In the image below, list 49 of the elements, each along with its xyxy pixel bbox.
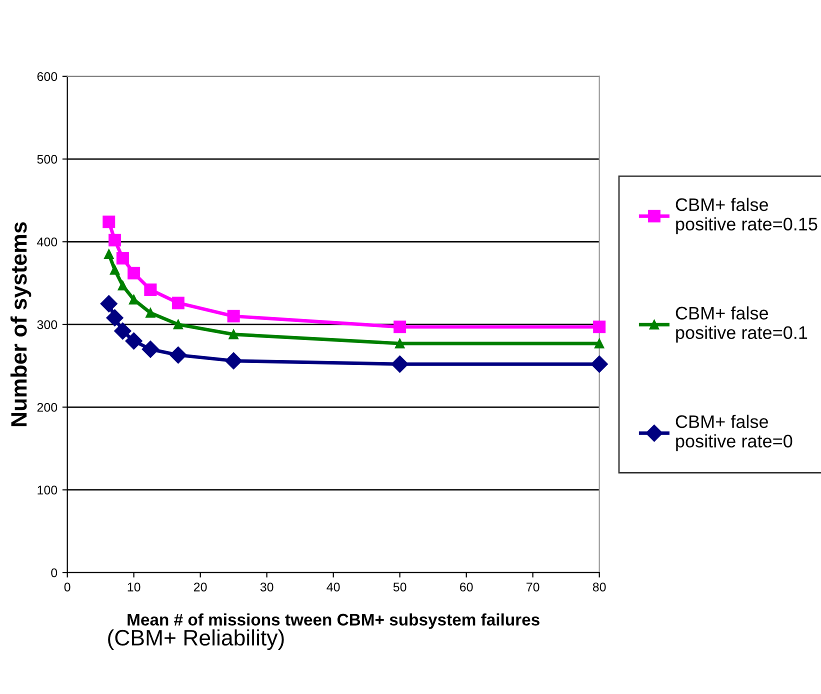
- point: [104, 249, 114, 260]
- legend-label: CBM+ false positive rate=0.1: [676, 306, 808, 343]
- x-tick-label: 40: [326, 582, 340, 592]
- point: [394, 320, 406, 334]
- point: [100, 295, 118, 312]
- x-tick-label: 0: [64, 582, 70, 592]
- point: [128, 266, 140, 280]
- legend-label: CBM+ false positive rate=0: [676, 414, 792, 452]
- point: [590, 356, 608, 373]
- text: (CBM+ Reliability): [108, 629, 284, 650]
- point: [170, 346, 187, 364]
- point: [394, 338, 405, 348]
- point: [116, 252, 129, 265]
- x-tick-label: 20: [194, 582, 207, 592]
- point: [144, 283, 157, 296]
- y-tick-label: 0: [51, 568, 58, 578]
- point: [391, 356, 408, 373]
- y-axis-title: Number of systems: [10, 222, 32, 426]
- point: [146, 308, 156, 318]
- point: [225, 352, 242, 370]
- point: [110, 265, 120, 275]
- y-tick-label: 500: [37, 154, 58, 164]
- point: [142, 340, 159, 358]
- y-tick-label: 200: [37, 402, 58, 412]
- x-axis-title: Mean # of missions tween CBM+ subsystem failures: [128, 613, 540, 629]
- y-tick-label: 400: [37, 238, 58, 246]
- x-tick-label: 30: [260, 582, 274, 592]
- x-tick-label: 50: [393, 582, 406, 592]
- point: [128, 294, 139, 304]
- point: [125, 332, 142, 350]
- point: [106, 309, 124, 326]
- point: [593, 320, 606, 334]
- point: [594, 338, 604, 348]
- point: [172, 296, 184, 310]
- point: [228, 330, 238, 340]
- point: [227, 310, 240, 322]
- x-tick-label: 10: [128, 582, 140, 592]
- point: [114, 322, 132, 340]
- x-tick-label: 80: [592, 582, 606, 592]
- legend-label: CBM+ false positive rate=0.15: [676, 198, 818, 234]
- point: [108, 234, 122, 246]
- x-tick-label: 70: [526, 582, 540, 592]
- point: [118, 280, 128, 290]
- y-tick-label: 300: [37, 320, 58, 330]
- point: [173, 320, 184, 330]
- y-tick-label: 100: [38, 486, 58, 494]
- point: [102, 216, 116, 228]
- y-tick-label: 600: [37, 72, 58, 81]
- x-tick-label: 60: [460, 582, 473, 592]
